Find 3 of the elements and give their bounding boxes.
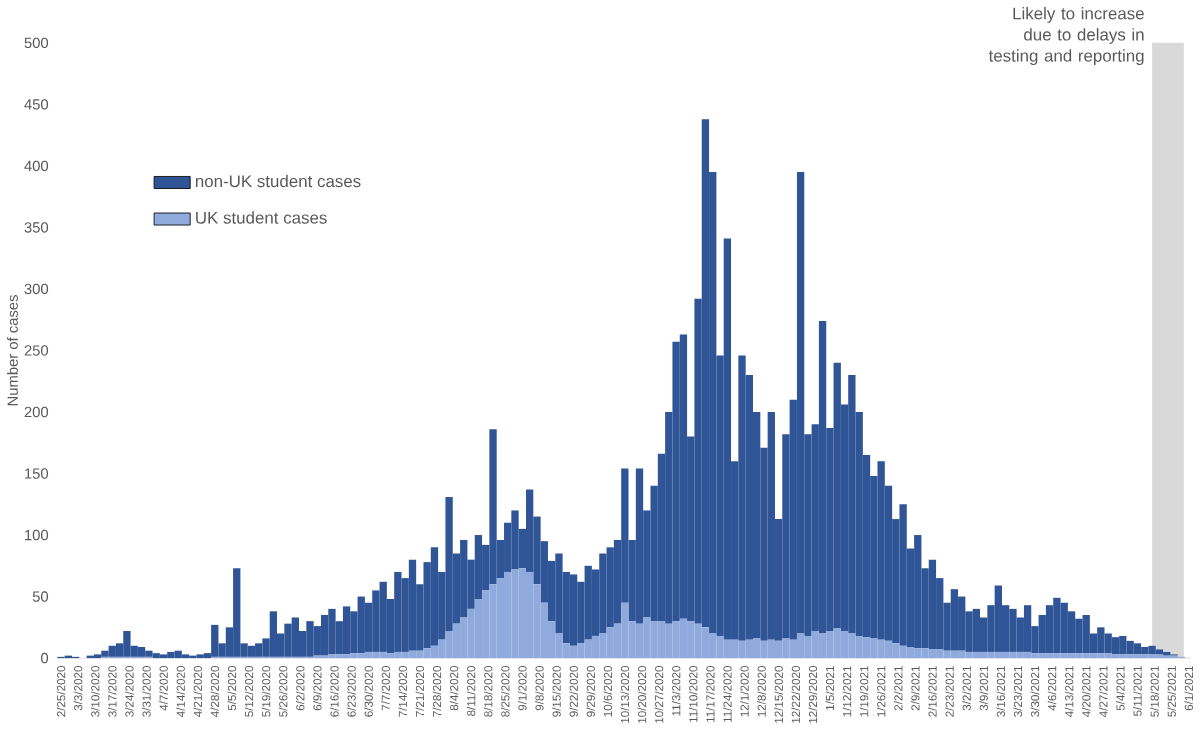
band-label: Likely to increase due to delays in testing and reporting [988,6,1144,65]
legend-label: non-UK student cases [195,174,361,187]
legend-label: UK student cases [196,210,327,224]
